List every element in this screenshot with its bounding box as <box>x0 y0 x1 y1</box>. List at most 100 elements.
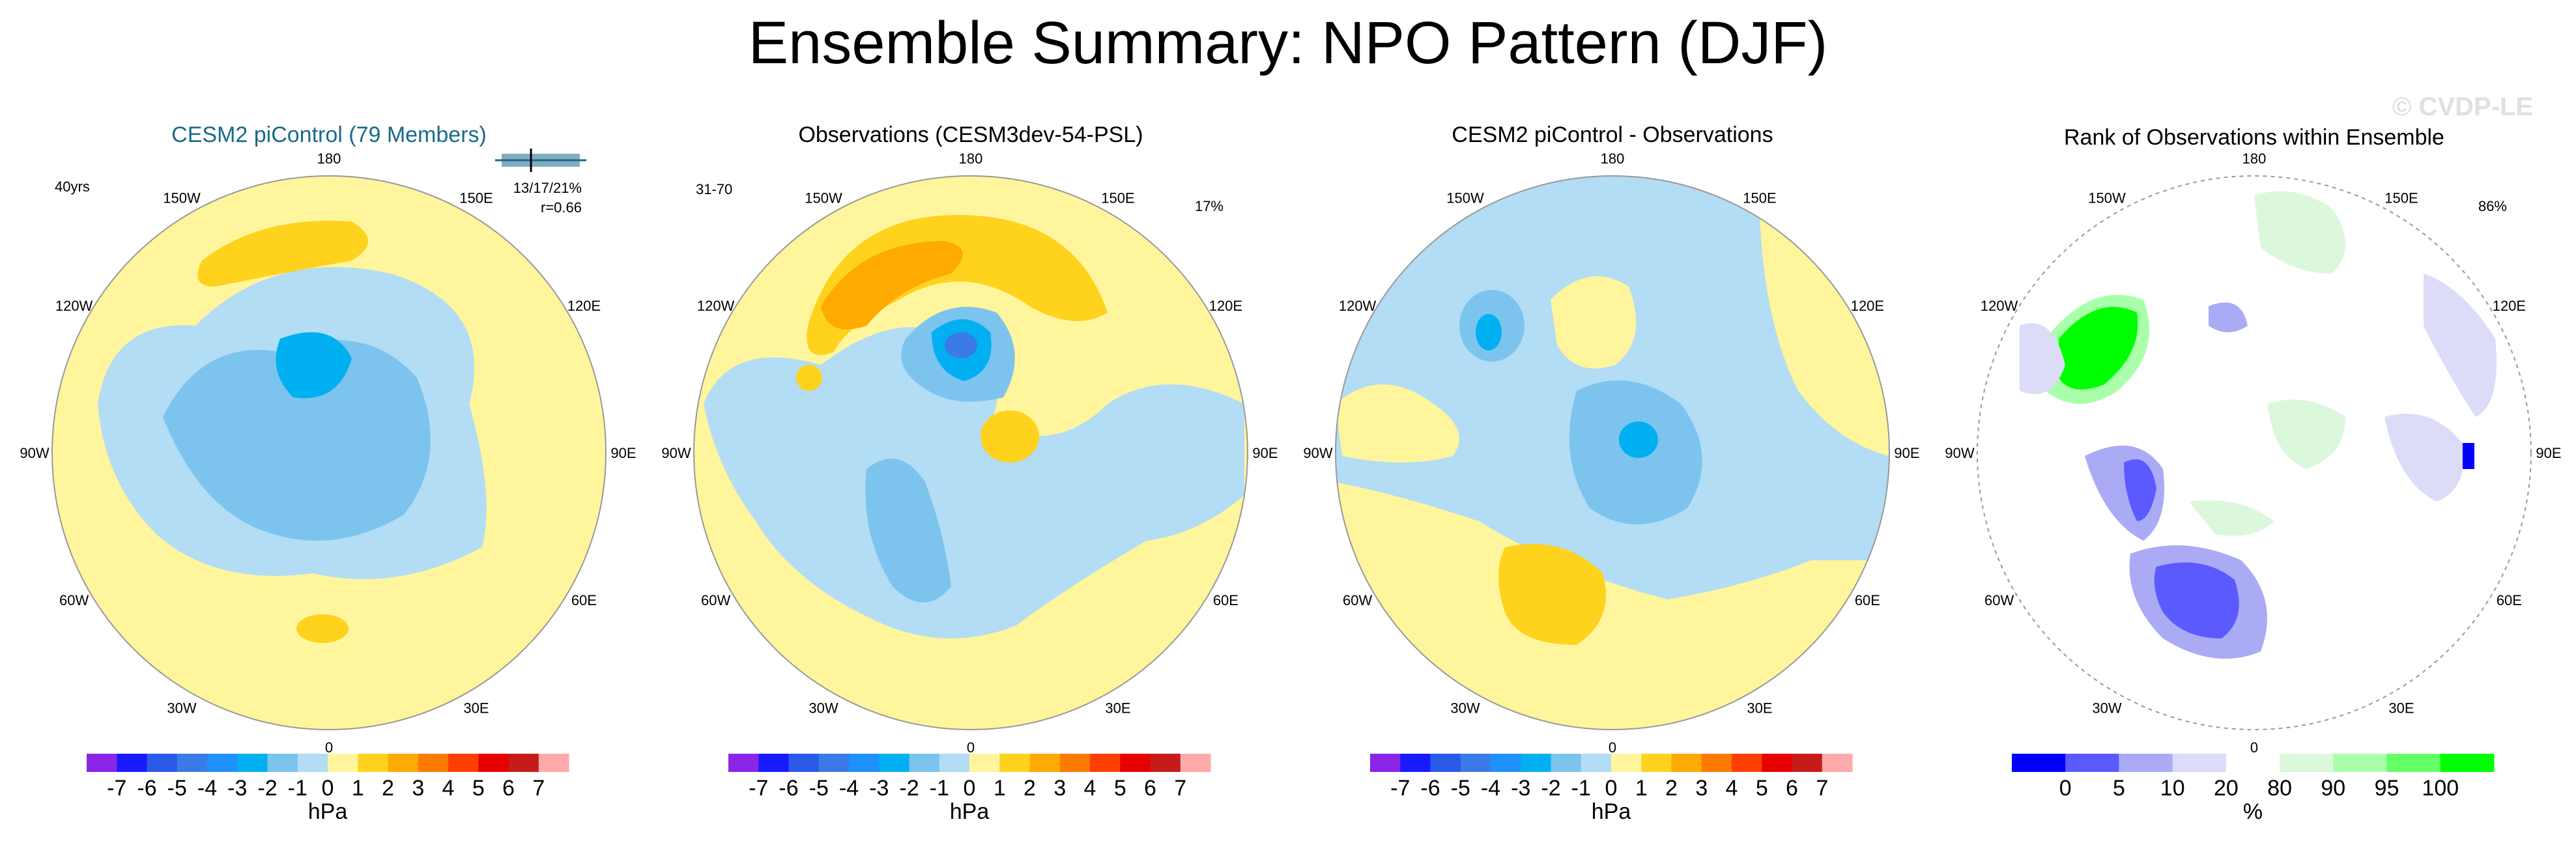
colorbar-swatch <box>207 754 238 772</box>
panel-1-stats: 13/17/21% <box>513 180 582 196</box>
colorbar-tick-label: -1 <box>288 776 308 801</box>
colorbar-swatch <box>1120 754 1151 772</box>
longitude-label: 150E <box>1101 190 1134 207</box>
colorbar-tick-label: 3 <box>1053 776 1066 801</box>
colorbar-tick-label: -7 <box>1390 776 1410 801</box>
colorbar-tick-label: 7 <box>1174 776 1186 801</box>
colorbar-tick-label: 1 <box>352 776 364 801</box>
longitude-label: 60E <box>2497 592 2522 608</box>
colorbar-tick-label: -4 <box>197 776 217 801</box>
panel-observations: Observations (CESM3dev-54-PSL) 31-70 17% <box>693 122 1248 730</box>
colorbar-tick-label: -5 <box>167 776 187 801</box>
colorbar-swatch <box>1029 754 1061 772</box>
colorbar-tick-label: 100 <box>2422 776 2459 801</box>
colorbar-swatch <box>2172 754 2227 772</box>
colorbar-swatch <box>328 754 358 772</box>
colorbar-units: hPa <box>950 799 990 824</box>
colorbar-swatch <box>1400 754 1431 772</box>
longitude-label: 30E <box>1105 700 1130 716</box>
colorbar-tick-label: 5 <box>472 776 485 801</box>
colorbar-swatch <box>728 754 759 772</box>
longitude-label: 0 <box>2250 739 2258 756</box>
colorbar-tick-label: 4 <box>442 776 455 801</box>
longitude-label: 180 <box>317 150 341 167</box>
colorbar-swatch <box>418 754 449 772</box>
colorbar-swatch <box>909 754 940 772</box>
panel-4-percent: 86% <box>2478 198 2507 214</box>
longitude-label: 150W <box>1446 190 1484 207</box>
colorbar-swatch <box>1090 754 1121 772</box>
watermark: © CVDP-LE <box>2392 93 2534 121</box>
colorbar-swatch <box>1150 754 1181 772</box>
panel-2-title: Observations (CESM3dev-54-PSL) <box>798 122 1143 147</box>
longitude-label: 150E <box>1743 190 1776 207</box>
longitude-label: 120E <box>567 298 601 314</box>
longitude-label: 150W <box>2088 190 2126 207</box>
colorbar-swatch <box>939 754 970 772</box>
panel-rank: Rank of Observations within Ensemble 86% <box>1977 125 2532 730</box>
colorbar-tick-label: -5 <box>809 776 829 801</box>
colorbar-tick-label: -6 <box>1420 776 1440 801</box>
colorbar-swatch <box>1180 754 1211 772</box>
colorbar-swatch <box>2386 754 2441 772</box>
colorbar-swatch <box>1671 754 1702 772</box>
colorbar-tick-label: 7 <box>532 776 545 801</box>
colorbar-swatch <box>1732 754 1762 772</box>
colorbar-tick-label: 6 <box>1786 776 1798 801</box>
colorbar-swatch <box>2280 754 2334 772</box>
colorbar-units: hPa <box>1592 799 1631 824</box>
colorbar-swatch <box>147 754 178 772</box>
longitude-label: 150E <box>2384 190 2418 207</box>
colorbar-tick-label: 10 <box>2160 776 2185 801</box>
colorbar-tick-label: 7 <box>1816 776 1828 801</box>
colorbar-tick-label: -4 <box>839 776 859 801</box>
colorbar-tick-label: 2 <box>382 776 394 801</box>
colorbar-swatch <box>177 754 208 772</box>
colorbar-tick-label: 20 <box>2214 776 2239 801</box>
colorbar-swatch <box>2065 754 2119 772</box>
colorbar-tick-label: -7 <box>749 776 768 801</box>
longitude-label: 30E <box>1747 700 1772 716</box>
colorbar-tick-label: 1 <box>1635 776 1648 801</box>
colorbar-swatch <box>2012 754 2066 772</box>
colorbar-tick-label: 2 <box>1665 776 1678 801</box>
longitude-label: 90E <box>1894 445 1919 461</box>
longitude-label: 150E <box>459 190 493 207</box>
colorbar-swatch <box>117 754 148 772</box>
colorbar-tick-label: 0 <box>1605 776 1618 801</box>
colorbar-tick-label: 90 <box>2321 776 2345 801</box>
longitude-label: 150W <box>163 190 201 207</box>
longitude-label: 90E <box>2536 445 2561 461</box>
longitude-label: 0 <box>967 739 975 756</box>
colorbar-tick-label: 6 <box>502 776 515 801</box>
longitude-label: 60W <box>701 592 730 608</box>
colorbar-swatch <box>818 754 850 772</box>
longitude-label: 90W <box>1945 445 1974 461</box>
colorbar-swatch <box>478 754 509 772</box>
colorbar-swatch <box>788 754 820 772</box>
colorbar-swatch <box>2333 754 2387 772</box>
longitude-labels: 180 150E 120E 90E 60E 30E 0 30W 60W 90W 120W 150W 18… <box>20 150 2561 756</box>
page-title: Ensemble Summary: NPO Pattern (DJF) <box>748 10 1828 76</box>
colorbar-swatch <box>879 754 910 772</box>
colorbar-swatch <box>1581 754 1612 772</box>
colorbar-tick-label: -3 <box>1511 776 1530 801</box>
colorbar-tick-label: 1 <box>994 776 1006 801</box>
panel-1-title: CESM2 piControl (79 Members) <box>171 122 487 147</box>
colorbar-swatch <box>1792 754 1823 772</box>
colorbar-swatch <box>237 754 268 772</box>
longitude-label: 180 <box>2242 150 2267 167</box>
longitude-label: 90E <box>1252 445 1278 461</box>
colorbar-swatch <box>87 754 117 772</box>
colorbar-tick-label: -6 <box>137 776 156 801</box>
colorbar-tick-label: 0 <box>964 776 976 801</box>
longitude-label: 120W <box>55 298 93 314</box>
colorbar-swatch <box>448 754 479 772</box>
longitude-label: 60W <box>59 592 89 608</box>
colorbar-tick-label: 4 <box>1084 776 1096 801</box>
longitude-label: 0 <box>1609 739 1616 756</box>
panel-difference: CESM2 piControl - Observations <box>1335 122 1890 730</box>
longitude-label: 30E <box>2388 700 2414 716</box>
